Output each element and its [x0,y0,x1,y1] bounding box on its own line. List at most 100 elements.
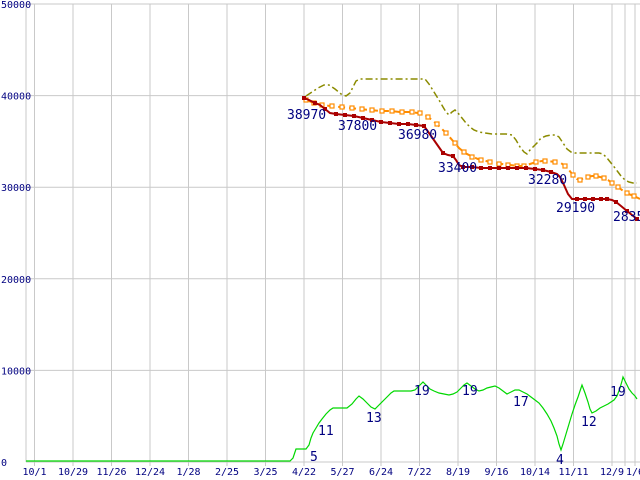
x-tick-label: 1/6 [626,467,640,478]
x-tick-label: 7/22 [407,467,431,478]
count-annotation: 11 [318,424,334,439]
data-point-marker [469,154,475,160]
annotations: 38970 37800 36980 33400 32280 29190 28350 511 13… [287,108,640,468]
data-point-marker [583,197,587,201]
count-annotation: 5 [310,450,318,465]
data-point-marker [417,110,423,116]
data-point-marker [605,197,609,201]
data-point-marker [461,165,465,169]
data-point-marker [506,166,510,170]
price-annotation: 28350 [613,210,640,225]
data-point-marker [478,157,484,163]
data-point-marker [461,149,467,155]
count-annotation: 19 [414,384,430,399]
data-point-marker [302,96,306,100]
data-point-marker [575,197,579,201]
data-point-marker [422,124,426,128]
data-point-marker [343,113,347,117]
data-point-marker [441,151,445,155]
data-point-marker [515,166,519,170]
price-annotation: 33400 [438,161,477,176]
data-point-marker [329,103,335,109]
data-point-marker [399,109,405,115]
x-tick-label: 6/24 [369,467,393,478]
data-point-marker [609,180,615,186]
data-point-marker [323,107,327,111]
count-annotation: 17 [513,395,529,410]
data-point-marker [388,121,392,125]
price-annotation: 32280 [528,173,567,188]
x-tick-label: 3/25 [253,467,277,478]
data-point-marker [585,174,591,180]
shop-count-line [26,375,638,462]
data-point-marker [577,177,583,183]
price-annotation: 37800 [338,119,377,134]
data-point-marker [625,209,629,213]
low-price-line [302,96,639,221]
high-price-line-path [305,78,637,184]
count-annotation: 12 [581,415,597,430]
x-axis-labels: 10/1 10/29 11/26 12/24 1/28 2/25 3/25 4/22 5/27 6… [22,467,640,478]
data-point-marker [542,158,548,164]
x-tick-label: 11/11 [558,467,588,478]
data-point-marker [370,118,374,122]
data-point-marker [591,197,595,201]
data-point-marker [488,166,492,170]
price-annotation: 38970 [287,108,326,123]
data-point-marker [541,168,545,172]
data-point-marker [549,170,553,174]
data-point-marker [487,159,493,165]
x-tick-label: 12/24 [135,467,165,478]
price-annotation: 36980 [398,128,437,143]
count-annotation: 13 [366,411,382,426]
y-tick-label: 40000 [1,92,31,103]
data-point-marker [361,116,365,120]
data-point-marker [496,161,502,167]
x-tick-label: 8/19 [446,467,470,478]
count-annotation: 4 [556,453,564,468]
data-point-marker [533,159,539,165]
data-point-marker [479,166,483,170]
data-point-marker [369,107,375,113]
shop-count-line-path [26,375,638,462]
data-point-marker [635,217,639,221]
data-point-marker [434,121,440,127]
y-tick-label: 30000 [1,183,31,194]
data-point-marker [389,108,395,114]
data-point-marker [562,163,568,169]
price-annotation: 29190 [556,201,595,216]
y-tick-label: 10000 [1,366,31,377]
data-point-marker [451,154,455,158]
data-point-marker [452,140,458,146]
data-point-marker [379,120,383,124]
y-tick-label: 0 [1,458,7,469]
data-point-marker [533,167,537,171]
data-point-marker [593,173,599,179]
data-point-marker [414,123,418,127]
data-point-marker [601,175,607,181]
data-point-marker [339,104,345,110]
data-point-marker [443,130,449,136]
count-annotation: 19 [462,384,478,399]
data-point-marker [349,105,355,111]
data-point-marker [334,112,338,116]
data-point-marker [631,193,637,199]
data-point-marker [397,122,401,126]
x-tick-label: 4/22 [292,467,316,478]
data-point-marker [409,109,415,115]
data-point-marker [570,172,576,178]
data-point-marker [552,159,558,165]
data-point-marker [359,106,365,112]
data-point-marker [599,197,603,201]
x-tick-label: 10/14 [520,467,550,478]
count-annotation: 19 [610,385,626,400]
y-axis-labels: 50000 40000 30000 20000 10000 0 [1,0,31,469]
y-tick-label: 50000 [1,0,31,11]
data-point-marker [379,108,385,114]
data-point-marker [614,200,618,204]
data-point-marker [406,122,410,126]
data-point-marker [524,166,528,170]
mid-price-line-path [305,99,640,200]
